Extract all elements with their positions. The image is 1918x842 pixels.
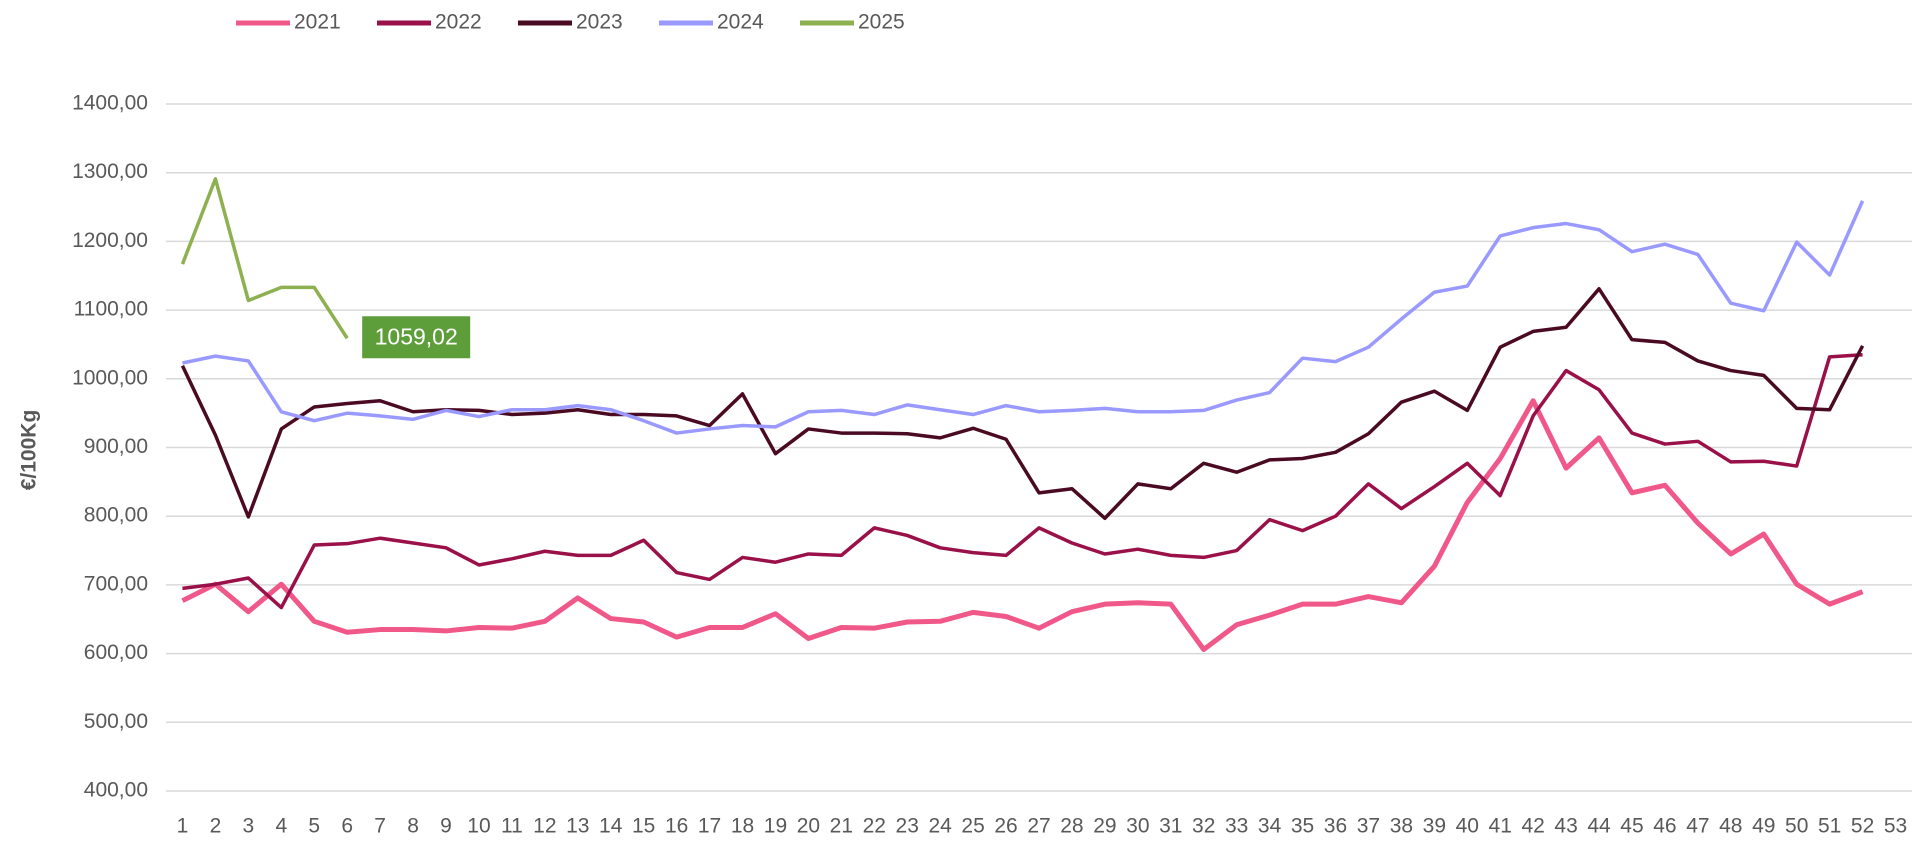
x-tick-label: 39	[1423, 815, 1446, 838]
y-tick-label: 1400,00	[72, 92, 148, 115]
data-label-box	[362, 316, 471, 359]
series-line	[181, 398, 1864, 652]
x-tick-label: 10	[467, 815, 490, 838]
x-tick-label: 45	[1620, 815, 1643, 838]
x-tick-label: 1	[177, 815, 189, 838]
y-tick-label: 1000,00	[72, 366, 148, 389]
x-tick-label: 21	[830, 815, 853, 838]
x-tick-label: 18	[731, 815, 754, 838]
y-tick-label: 1100,00	[74, 298, 148, 321]
x-tick-label: 19	[764, 815, 787, 838]
data-label: 1059,02	[375, 323, 458, 349]
x-tick-label: 32	[1192, 815, 1215, 838]
legend-label: 2022	[435, 11, 482, 34]
x-tick-label: 25	[961, 815, 984, 838]
x-tick-label: 28	[1060, 815, 1083, 838]
x-tick-label: 52	[1851, 815, 1874, 838]
x-tick-label: 24	[928, 815, 952, 838]
x-tick-label: 47	[1686, 815, 1709, 838]
x-tick-label: 40	[1456, 815, 1479, 838]
y-tick-label: 800,00	[84, 504, 148, 527]
x-tick-label: 3	[243, 815, 255, 838]
x-tick-label: 22	[863, 815, 886, 838]
x-tick-label: 11	[501, 815, 523, 838]
x-tick-label: 6	[341, 815, 353, 838]
legend-label: 2021	[294, 11, 341, 34]
x-tick-label: 49	[1752, 815, 1775, 838]
x-tick-label: 38	[1390, 815, 1413, 838]
y-tick-label: 1300,00	[72, 160, 148, 183]
x-tick-label: 35	[1291, 815, 1314, 838]
x-tick-label: 16	[665, 815, 688, 838]
x-tick-label: 4	[275, 815, 287, 838]
x-tick-label: 13	[566, 815, 589, 838]
legend-label: 2023	[576, 11, 623, 34]
series-line	[180, 177, 349, 340]
x-tick-label: 9	[440, 815, 452, 838]
x-tick-label: 46	[1653, 815, 1676, 838]
series-line	[182, 353, 1863, 610]
x-tick-label: 31	[1159, 815, 1182, 838]
x-tick-label: 15	[632, 815, 655, 838]
x-tick-label: 26	[994, 815, 1017, 838]
x-tick-label: 30	[1126, 815, 1149, 838]
x-tick-label: 43	[1554, 815, 1577, 838]
x-tick-label: 42	[1521, 815, 1544, 838]
y-tick-label: 400,00	[84, 779, 148, 802]
x-tick-label: 53	[1884, 815, 1907, 838]
x-tick-label: 8	[407, 815, 419, 838]
y-tick-label: 900,00	[84, 435, 148, 458]
x-tick-label: 37	[1357, 815, 1380, 838]
x-tick-label: 27	[1027, 815, 1050, 838]
x-tick-label: 12	[533, 815, 556, 838]
y-tick-label: 1200,00	[72, 229, 148, 252]
x-tick-label: 34	[1258, 815, 1282, 838]
x-tick-label: 36	[1324, 815, 1347, 838]
x-tick-label: 41	[1489, 815, 1512, 838]
y-axis-label: €/100Kg	[18, 410, 41, 491]
series-line	[182, 200, 1865, 435]
x-tick-label: 14	[599, 815, 623, 838]
y-tick-label: 700,00	[84, 572, 148, 595]
series-line	[180, 287, 1865, 521]
x-tick-label: 51	[1818, 815, 1841, 838]
y-tick-label: 500,00	[84, 710, 148, 733]
x-tick-label: 48	[1719, 815, 1742, 838]
x-tick-label: 20	[797, 815, 820, 838]
x-tick-label: 29	[1093, 815, 1116, 838]
legend-label: 2024	[717, 11, 764, 34]
x-tick-label: 2	[210, 815, 222, 838]
x-tick-label: 44	[1587, 815, 1611, 838]
x-tick-label: 17	[698, 815, 721, 838]
legend-label: 2025	[858, 11, 905, 34]
x-tick-label: 5	[308, 815, 320, 838]
x-tick-label: 50	[1785, 815, 1808, 838]
x-tick-label: 33	[1225, 815, 1248, 838]
y-tick-label: 600,00	[84, 641, 148, 664]
x-tick-label: 23	[896, 815, 919, 838]
x-tick-label: 7	[374, 815, 386, 838]
